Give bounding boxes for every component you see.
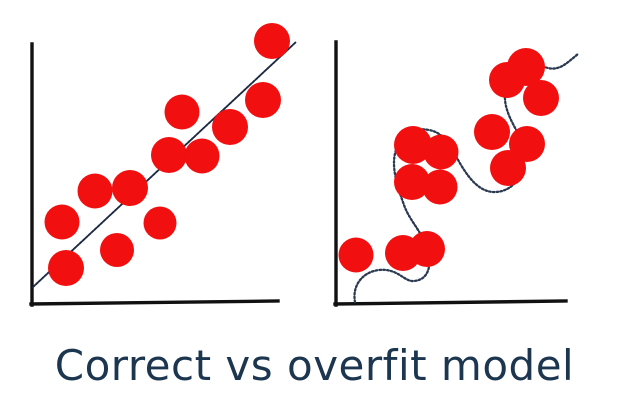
data-point: [245, 82, 281, 118]
left-chart-axes: [29, 42, 280, 307]
right-chart-axes: [333, 40, 568, 307]
right-chart-panel: [333, 40, 580, 307]
data-point: [77, 173, 113, 209]
data-point: [184, 138, 220, 174]
left-scatter-points: [44, 23, 290, 286]
data-point: [151, 137, 187, 173]
data-point: [409, 231, 445, 267]
data-point: [100, 233, 134, 267]
left-x-axis: [29, 299, 280, 306]
right-x-axis: [333, 299, 568, 306]
data-point: [48, 250, 84, 286]
data-point: [422, 169, 458, 205]
data-point: [254, 23, 290, 59]
data-point: [523, 80, 559, 116]
data-point: [507, 48, 545, 86]
left-chart-panel: [29, 23, 297, 307]
data-point: [394, 164, 430, 200]
data-point: [423, 134, 459, 170]
data-point: [143, 206, 177, 240]
data-point: [112, 170, 148, 206]
right-scatter-points: [338, 48, 559, 273]
data-point: [474, 114, 510, 150]
data-point: [509, 126, 545, 162]
data-point: [338, 237, 374, 273]
data-point: [44, 204, 80, 240]
data-point: [394, 126, 432, 164]
figure-caption: Correct vs overfit model: [55, 341, 574, 390]
data-point: [164, 94, 200, 130]
data-point: [212, 109, 248, 145]
data-point: [490, 150, 526, 186]
